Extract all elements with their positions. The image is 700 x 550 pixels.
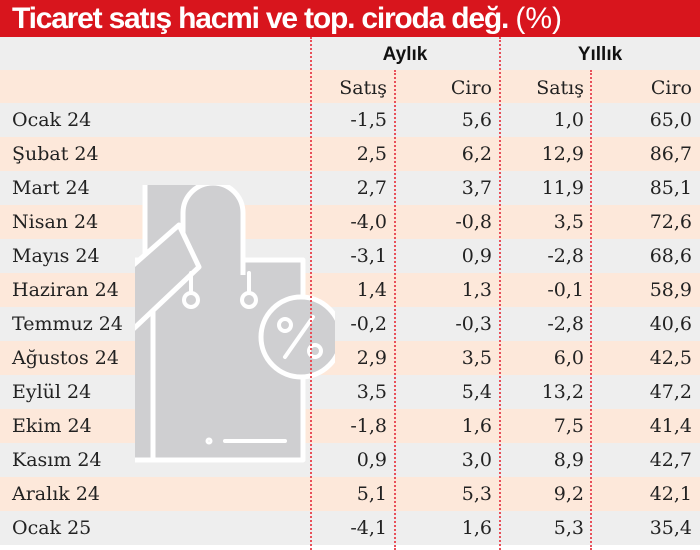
monthly-revenue-cell: -0,8 bbox=[455, 211, 492, 233]
yearly-sales-cell: 5,3 bbox=[553, 517, 584, 539]
divider-yearly-inner bbox=[590, 70, 592, 550]
yearly-sales-cell: 9,2 bbox=[553, 483, 584, 505]
yearly-revenue-cell: 68,6 bbox=[649, 245, 692, 267]
monthly-revenue-cell: 3,0 bbox=[461, 449, 492, 471]
table-row: Ocak 24 -1,5 5,6 1,0 65,0 bbox=[0, 103, 700, 137]
yearly-sales-cell: -2,8 bbox=[547, 313, 584, 335]
monthly-sales-cell: -3,1 bbox=[350, 245, 387, 267]
table-row: Nisan 24 -4,0 -0,8 3,5 72,6 bbox=[0, 205, 700, 239]
title-unit: (%) bbox=[515, 2, 562, 35]
col-header-monthly-revenue: Ciro bbox=[450, 77, 492, 99]
yearly-sales-cell: 12,9 bbox=[541, 143, 584, 165]
table-row: Ağustos 24 2,9 3,5 6,0 42,5 bbox=[0, 341, 700, 375]
month-cell: Aralık 24 bbox=[12, 483, 101, 505]
table-row: Ekim 24 -1,8 1,6 7,5 41,4 bbox=[0, 409, 700, 443]
yearly-sales-cell: 11,9 bbox=[541, 177, 584, 199]
table-row: Haziran 24 1,4 1,3 -0,1 58,9 bbox=[0, 273, 700, 307]
monthly-sales-cell: 0,9 bbox=[356, 449, 387, 471]
shopping-bag-percent-icon bbox=[135, 185, 335, 463]
table-row: Mart 24 2,7 3,7 11,9 85,1 bbox=[0, 171, 700, 205]
yearly-sales-cell: 1,0 bbox=[553, 109, 584, 131]
yearly-revenue-cell: 58,9 bbox=[649, 279, 692, 301]
col-header-yearly-revenue: Ciro bbox=[650, 77, 692, 99]
table-row: Temmuz 24 -0,2 -0,3 -2,8 40,6 bbox=[0, 307, 700, 341]
month-cell: Ocak 24 bbox=[12, 109, 92, 131]
table-row: Aralık 24 5,1 5,3 9,2 42,1 bbox=[0, 477, 700, 511]
group-header-monthly: Aylık bbox=[382, 44, 428, 65]
yearly-revenue-cell: 41,4 bbox=[649, 415, 692, 437]
col-header-yearly-sales: Satış bbox=[536, 77, 584, 99]
month-cell: Kasım 24 bbox=[12, 449, 102, 471]
column-header-row: Satış Ciro Satış Ciro bbox=[0, 70, 700, 103]
yearly-revenue-cell: 40,6 bbox=[649, 313, 692, 335]
yearly-sales-cell: -2,8 bbox=[547, 245, 584, 267]
monthly-revenue-cell: 1,6 bbox=[461, 415, 492, 437]
monthly-sales-cell: 5,1 bbox=[356, 483, 387, 505]
yearly-revenue-cell: 72,6 bbox=[649, 211, 692, 233]
table-title: Ticaret satış hacmi ve top. ciroda değ. … bbox=[0, 0, 700, 37]
divider-monthly bbox=[310, 37, 312, 550]
month-cell: Ocak 25 bbox=[12, 517, 92, 539]
yearly-revenue-cell: 35,4 bbox=[649, 517, 692, 539]
monthly-sales-cell: -1,5 bbox=[350, 109, 387, 131]
title-text: Ticaret satış hacmi ve top. ciroda değ. bbox=[12, 2, 509, 35]
month-cell: Temmuz 24 bbox=[12, 313, 123, 335]
monthly-sales-cell: -4,1 bbox=[350, 517, 387, 539]
monthly-sales-cell: 1,4 bbox=[356, 279, 387, 301]
yearly-sales-cell: 6,0 bbox=[553, 347, 584, 369]
monthly-revenue-cell: 5,6 bbox=[461, 109, 492, 131]
table-row: Şubat 24 2,5 6,2 12,9 86,7 bbox=[0, 137, 700, 171]
monthly-revenue-cell: 6,2 bbox=[461, 143, 492, 165]
month-cell: Mart 24 bbox=[12, 177, 90, 199]
monthly-revenue-cell: 0,9 bbox=[461, 245, 492, 267]
monthly-revenue-cell: 3,5 bbox=[461, 347, 492, 369]
monthly-revenue-cell: 5,4 bbox=[461, 381, 492, 403]
yearly-revenue-cell: 47,2 bbox=[649, 381, 692, 403]
divider-monthly-inner bbox=[394, 70, 396, 550]
month-cell: Ağustos 24 bbox=[12, 347, 119, 369]
yearly-sales-cell: 13,2 bbox=[541, 381, 584, 403]
monthly-sales-cell: -4,0 bbox=[350, 211, 387, 233]
group-header-yearly: Yıllık bbox=[577, 44, 623, 65]
monthly-revenue-cell: -0,3 bbox=[455, 313, 492, 335]
month-cell: Haziran 24 bbox=[12, 279, 119, 301]
table-row: Ocak 25 -4,1 1,6 5,3 35,4 bbox=[0, 511, 700, 545]
yearly-revenue-cell: 42,1 bbox=[649, 483, 692, 505]
yearly-revenue-cell: 85,1 bbox=[649, 177, 692, 199]
table-row: Kasım 24 0,9 3,0 8,9 42,7 bbox=[0, 443, 700, 477]
monthly-sales-cell: 2,9 bbox=[356, 347, 387, 369]
month-cell: Mayıs 24 bbox=[12, 245, 100, 267]
yearly-sales-cell: 3,5 bbox=[553, 211, 584, 233]
monthly-sales-cell: 3,5 bbox=[356, 381, 387, 403]
monthly-revenue-cell: 1,3 bbox=[461, 279, 492, 301]
monthly-revenue-cell: 3,7 bbox=[461, 177, 492, 199]
yearly-revenue-cell: 42,5 bbox=[649, 347, 692, 369]
yearly-sales-cell: 8,9 bbox=[553, 449, 584, 471]
yearly-sales-cell: -0,1 bbox=[547, 279, 584, 301]
divider-yearly bbox=[499, 37, 501, 550]
table-row: Eylül 24 3,5 5,4 13,2 47,2 bbox=[0, 375, 700, 409]
month-cell: Şubat 24 bbox=[12, 143, 99, 165]
month-cell: Eylül 24 bbox=[12, 381, 92, 403]
month-cell: Nisan 24 bbox=[12, 211, 99, 233]
yearly-revenue-cell: 65,0 bbox=[649, 109, 692, 131]
yearly-revenue-cell: 42,7 bbox=[649, 449, 692, 471]
monthly-sales-cell: -1,8 bbox=[350, 415, 387, 437]
yearly-sales-cell: 7,5 bbox=[553, 415, 584, 437]
yearly-revenue-cell: 86,7 bbox=[649, 143, 692, 165]
monthly-sales-cell: -0,2 bbox=[350, 313, 387, 335]
monthly-revenue-cell: 1,6 bbox=[461, 517, 492, 539]
col-header-monthly-sales: Satış bbox=[339, 77, 387, 99]
monthly-revenue-cell: 5,3 bbox=[461, 483, 492, 505]
monthly-sales-cell: 2,7 bbox=[356, 177, 387, 199]
group-header-row: Aylık Yıllık bbox=[0, 37, 700, 70]
table-row: Mayıs 24 -3,1 0,9 -2,8 68,6 bbox=[0, 239, 700, 273]
month-cell: Ekim 24 bbox=[12, 415, 92, 437]
monthly-sales-cell: 2,5 bbox=[356, 143, 387, 165]
